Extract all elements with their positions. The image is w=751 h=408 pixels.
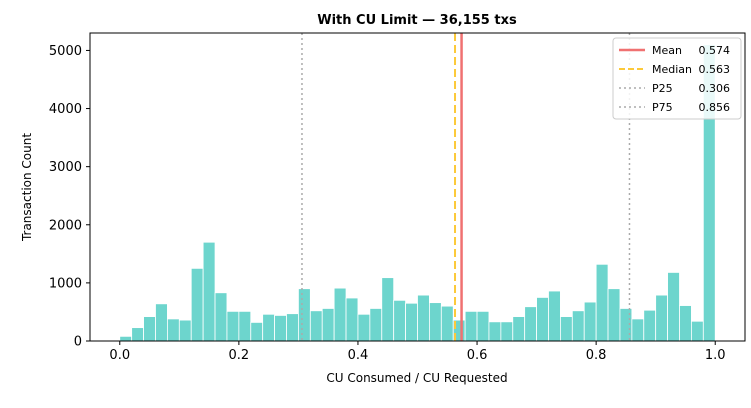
- histogram-bar: [536, 297, 549, 342]
- histogram-bar: [583, 301, 597, 342]
- histogram-bar: [202, 241, 216, 342]
- histogram-bar: [321, 308, 335, 342]
- histogram-bar: [274, 315, 287, 342]
- legend-series-name: P75: [652, 101, 673, 114]
- legend-series-value: 0.574: [699, 44, 731, 57]
- histogram-bar: [238, 310, 252, 342]
- legend-series-name: Median: [652, 63, 692, 76]
- x-tick-label: 1.0: [705, 348, 726, 363]
- plot-frame: [89, 32, 746, 342]
- histogram-bar: [429, 302, 442, 342]
- histogram-bar: [524, 306, 537, 342]
- histogram-bar: [190, 267, 204, 342]
- histogram-bar: [655, 294, 668, 342]
- histogram-bar: [345, 297, 359, 342]
- histogram-bar: [393, 299, 406, 342]
- histogram-bar: [488, 321, 502, 342]
- histogram-bar: [131, 327, 144, 342]
- histogram-bar: [357, 313, 371, 342]
- histogram-bar: [381, 277, 395, 342]
- x-tick-label: 0.0: [109, 348, 130, 363]
- reference-lines-group: [301, 33, 631, 341]
- histogram-bar: [226, 310, 240, 342]
- histogram-bar: [595, 263, 609, 342]
- histogram-bar: [500, 321, 514, 342]
- histogram-bar: [667, 272, 680, 342]
- histogram-bar: [298, 288, 311, 342]
- y-tick-label: 3000: [49, 160, 82, 175]
- y-tick-label: 4000: [49, 102, 82, 117]
- y-tick-label: 5000: [49, 44, 82, 59]
- histogram-bar: [607, 288, 621, 342]
- histogram-bar: [440, 305, 454, 342]
- histogram-bar: [286, 313, 299, 342]
- histogram-bar: [560, 316, 573, 342]
- y-axis-label: Transaction Count: [20, 133, 34, 242]
- histogram-bar: [178, 319, 192, 342]
- histogram-bar: [167, 318, 180, 342]
- x-axis-label: CU Consumed / CU Requested: [326, 371, 507, 385]
- legend-box: [612, 37, 742, 120]
- histogram-bar: [571, 310, 585, 342]
- histogram-bar: [512, 316, 526, 342]
- legend-series-value: 0.563: [699, 63, 731, 76]
- legend-series-value: 0.306: [699, 82, 731, 95]
- histogram-bar: [250, 322, 264, 342]
- legend: Mean 0.574 Median 0.563 P25 0.306 P75 0.856: [612, 37, 742, 120]
- histogram-bar: [691, 320, 704, 342]
- histogram-bar: [405, 302, 418, 342]
- histogram-bar: [143, 316, 156, 342]
- histogram-bar: [643, 309, 657, 342]
- histogram-bar: [214, 292, 228, 342]
- chart-title: With CU Limit — 36,155 txs: [317, 13, 517, 28]
- histogram-bar: [309, 310, 323, 342]
- x-tick-label: 0.6: [467, 348, 488, 363]
- histogram-bar: [262, 313, 275, 342]
- bars-group: [119, 44, 716, 342]
- x-tick-label: 0.2: [229, 348, 250, 363]
- legend-series-name: Mean: [652, 44, 682, 57]
- y-tick-label: 2000: [49, 218, 82, 233]
- histogram-bar: [679, 305, 692, 342]
- histogram-bar: [476, 310, 490, 342]
- histogram-bar: [333, 287, 347, 342]
- legend-series-value: 0.856: [699, 101, 731, 114]
- x-axis-ticks: 0.0 0.2 0.4 0.6 0.8 1.0: [109, 341, 726, 363]
- histogram-bar: [417, 294, 430, 342]
- histogram-bar: [631, 318, 645, 342]
- x-tick-label: 0.8: [586, 348, 607, 363]
- y-tick-label: 1000: [49, 276, 82, 291]
- y-axis-ticks: 0 1000 2000 3000 4000 5000: [49, 44, 90, 350]
- legend-series-name: P25: [652, 82, 673, 95]
- histogram-bar: [155, 303, 168, 342]
- histogram-bar: [464, 310, 478, 342]
- y-tick-label: 0: [74, 335, 82, 350]
- x-tick-label: 0.4: [348, 348, 369, 363]
- histogram-bar: [369, 308, 383, 342]
- histogram-bar: [119, 335, 133, 342]
- histogram-bar: [548, 290, 561, 342]
